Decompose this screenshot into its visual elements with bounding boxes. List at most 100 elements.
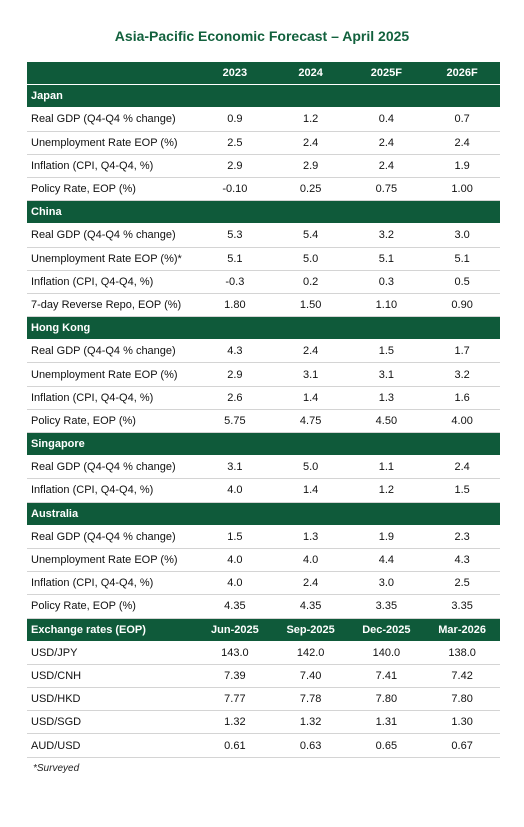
cell-value: 1.5 <box>227 530 243 543</box>
cell-value: 1.32 <box>224 716 246 729</box>
cell-value: 1.10 <box>375 298 398 311</box>
column-header: Dec-2025 <box>362 623 411 636</box>
cell-value: 1.2 <box>302 113 319 126</box>
cell-value: 1.7 <box>454 345 470 358</box>
cell-value: 1.50 <box>299 298 322 311</box>
row-label: Inflation (CPI, Q4-Q4, %) <box>31 159 154 172</box>
data-row: Inflation (CPI, Q4-Q4, %) 2.9 2.9 2.4 1.9 <box>27 155 500 178</box>
section-name: China <box>31 206 62 219</box>
cell-value: 2.9 <box>227 368 243 381</box>
cell-value: 2.4 <box>378 159 395 172</box>
cell-value: 138.0 <box>448 646 476 659</box>
cell-value: 3.2 <box>454 368 470 381</box>
cell-value: 0.65 <box>375 739 398 752</box>
cell-value: 2.6 <box>227 391 243 404</box>
footnote: *Surveyed <box>33 763 80 774</box>
data-row: Unemployment Rate EOP (%) 4.0 4.0 4.4 4.3 <box>27 549 500 573</box>
data-row: Inflation (CPI, Q4-Q4, %) 4.0 1.4 1.2 1.5 <box>27 479 500 503</box>
column-header: Jun-2025 <box>211 623 259 636</box>
cell-value: 2.5 <box>227 136 243 149</box>
cell-value: 7.80 <box>451 693 473 706</box>
row-label: Real GDP (Q4-Q4 % change) <box>31 530 176 543</box>
cell-value: 7.42 <box>451 669 473 682</box>
row-label: Unemployment Rate EOP (%) <box>31 136 178 149</box>
fx-row: USD/JPY 143.0 142.0 140.0 138.0 <box>27 642 500 665</box>
cell-value: 1.2 <box>378 484 395 497</box>
cell-value: 0.63 <box>299 739 322 752</box>
row-label: Policy Rate, EOP (%) <box>31 414 136 427</box>
row-label: Policy Rate, EOP (%) <box>31 600 136 613</box>
row-label: Inflation (CPI, Q4-Q4, %) <box>31 391 154 404</box>
fx-row: USD/CNH 7.39 7.40 7.41 7.42 <box>27 665 500 689</box>
cell-value: -0.3 <box>225 275 245 288</box>
column-header: 2026F <box>446 67 478 80</box>
column-header: 2024 <box>298 67 323 80</box>
row-label: Unemployment Rate EOP (%) <box>31 554 178 567</box>
cell-value: 4.0 <box>227 484 243 497</box>
cell-value: 1.30 <box>451 716 473 729</box>
section-row: Hong Kong <box>27 317 500 341</box>
cell-value: 143.0 <box>221 646 249 659</box>
data-row: Inflation (CPI, Q4-Q4, %) 2.6 1.4 1.3 1.6 <box>27 387 500 410</box>
cell-value: 0.9 <box>227 113 243 126</box>
cell-value: 7.77 <box>224 693 246 706</box>
data-row: Unemployment Rate EOP (%) 2.9 3.1 3.1 3.2 <box>27 363 500 387</box>
fx-title: Exchange rates (EOP) <box>31 623 146 636</box>
column-header: 2025F <box>370 67 402 80</box>
data-row: Real GDP (Q4-Q4 % change) 4.3 2.4 1.5 1.7 <box>27 340 500 364</box>
cell-value: 2.9 <box>302 159 319 172</box>
cell-value: 0.25 <box>299 183 322 196</box>
cell-value: 2.5 <box>454 577 470 590</box>
cell-value: 3.1 <box>378 368 395 381</box>
cell-value: 1.80 <box>224 298 246 311</box>
cell-value: 1.32 <box>299 716 322 729</box>
cell-value: 4.3 <box>227 345 243 358</box>
cell-value: 4.35 <box>299 600 322 613</box>
data-row: Policy Rate, EOP (%) 5.75 4.75 4.50 4.00 <box>27 410 500 433</box>
cell-value: 1.5 <box>454 484 470 497</box>
section-name: Australia <box>31 507 79 520</box>
cell-value: 2.4 <box>454 136 470 149</box>
row-label: Policy Rate, EOP (%) <box>31 183 136 196</box>
cell-value: 0.67 <box>451 739 473 752</box>
row-label: Real GDP (Q4-Q4 % change) <box>31 113 176 126</box>
row-label: 7-day Reverse Repo, EOP (%) <box>31 298 182 311</box>
column-header: Mar-2026 <box>438 623 486 636</box>
cell-value: 3.2 <box>378 229 395 242</box>
cell-value: 5.1 <box>227 252 243 265</box>
cell-value: 1.3 <box>302 530 319 543</box>
data-row: 7-day Reverse Repo, EOP (%) 1.80 1.50 1.10 0… <box>27 294 500 318</box>
cell-value: 4.4 <box>378 554 395 567</box>
fx-row: USD/SGD 1.32 1.32 1.31 1.30 <box>27 711 500 735</box>
data-row: Unemployment Rate EOP (%)* 5.1 5.0 5.1 5.1 <box>27 248 500 271</box>
cell-value: 1.6 <box>454 391 470 404</box>
cell-value: 0.7 <box>454 113 470 126</box>
cell-value: 2.3 <box>454 530 470 543</box>
section-name: Singapore <box>31 438 85 451</box>
cell-value: 5.0 <box>302 461 319 474</box>
row-label: Inflation (CPI, Q4-Q4, %) <box>31 275 154 288</box>
data-row: Inflation (CPI, Q4-Q4, %) -0.3 0.2 0.3 0.5 <box>27 271 500 294</box>
data-row: Inflation (CPI, Q4-Q4, %) 4.0 2.4 3.0 2.5 <box>27 572 500 596</box>
cell-value: 4.0 <box>302 554 319 567</box>
cell-value: 1.5 <box>378 345 395 358</box>
cell-value: 7.40 <box>299 669 322 682</box>
cell-value: 1.9 <box>378 530 395 543</box>
cell-value: -0.10 <box>222 183 248 196</box>
data-row: Policy Rate, EOP (%) -0.10 0.25 0.75 1.00 <box>27 178 500 202</box>
cell-value: 3.35 <box>451 600 473 613</box>
cell-value: 4.00 <box>451 414 473 427</box>
cell-value: 0.61 <box>224 739 246 752</box>
cell-value: 142.0 <box>296 646 325 659</box>
cell-value: 0.90 <box>451 298 473 311</box>
cell-value: 2.4 <box>302 345 319 358</box>
fx-row: USD/HKD 7.77 7.78 7.80 7.80 <box>27 688 500 712</box>
cell-value: 3.0 <box>378 577 395 590</box>
cell-value: 4.50 <box>375 414 398 427</box>
cell-value: 4.3 <box>454 554 470 567</box>
column-header: Sep-2025 <box>286 623 335 636</box>
row-label: Real GDP (Q4-Q4 % change) <box>31 345 176 358</box>
cell-value: 2.9 <box>227 159 243 172</box>
